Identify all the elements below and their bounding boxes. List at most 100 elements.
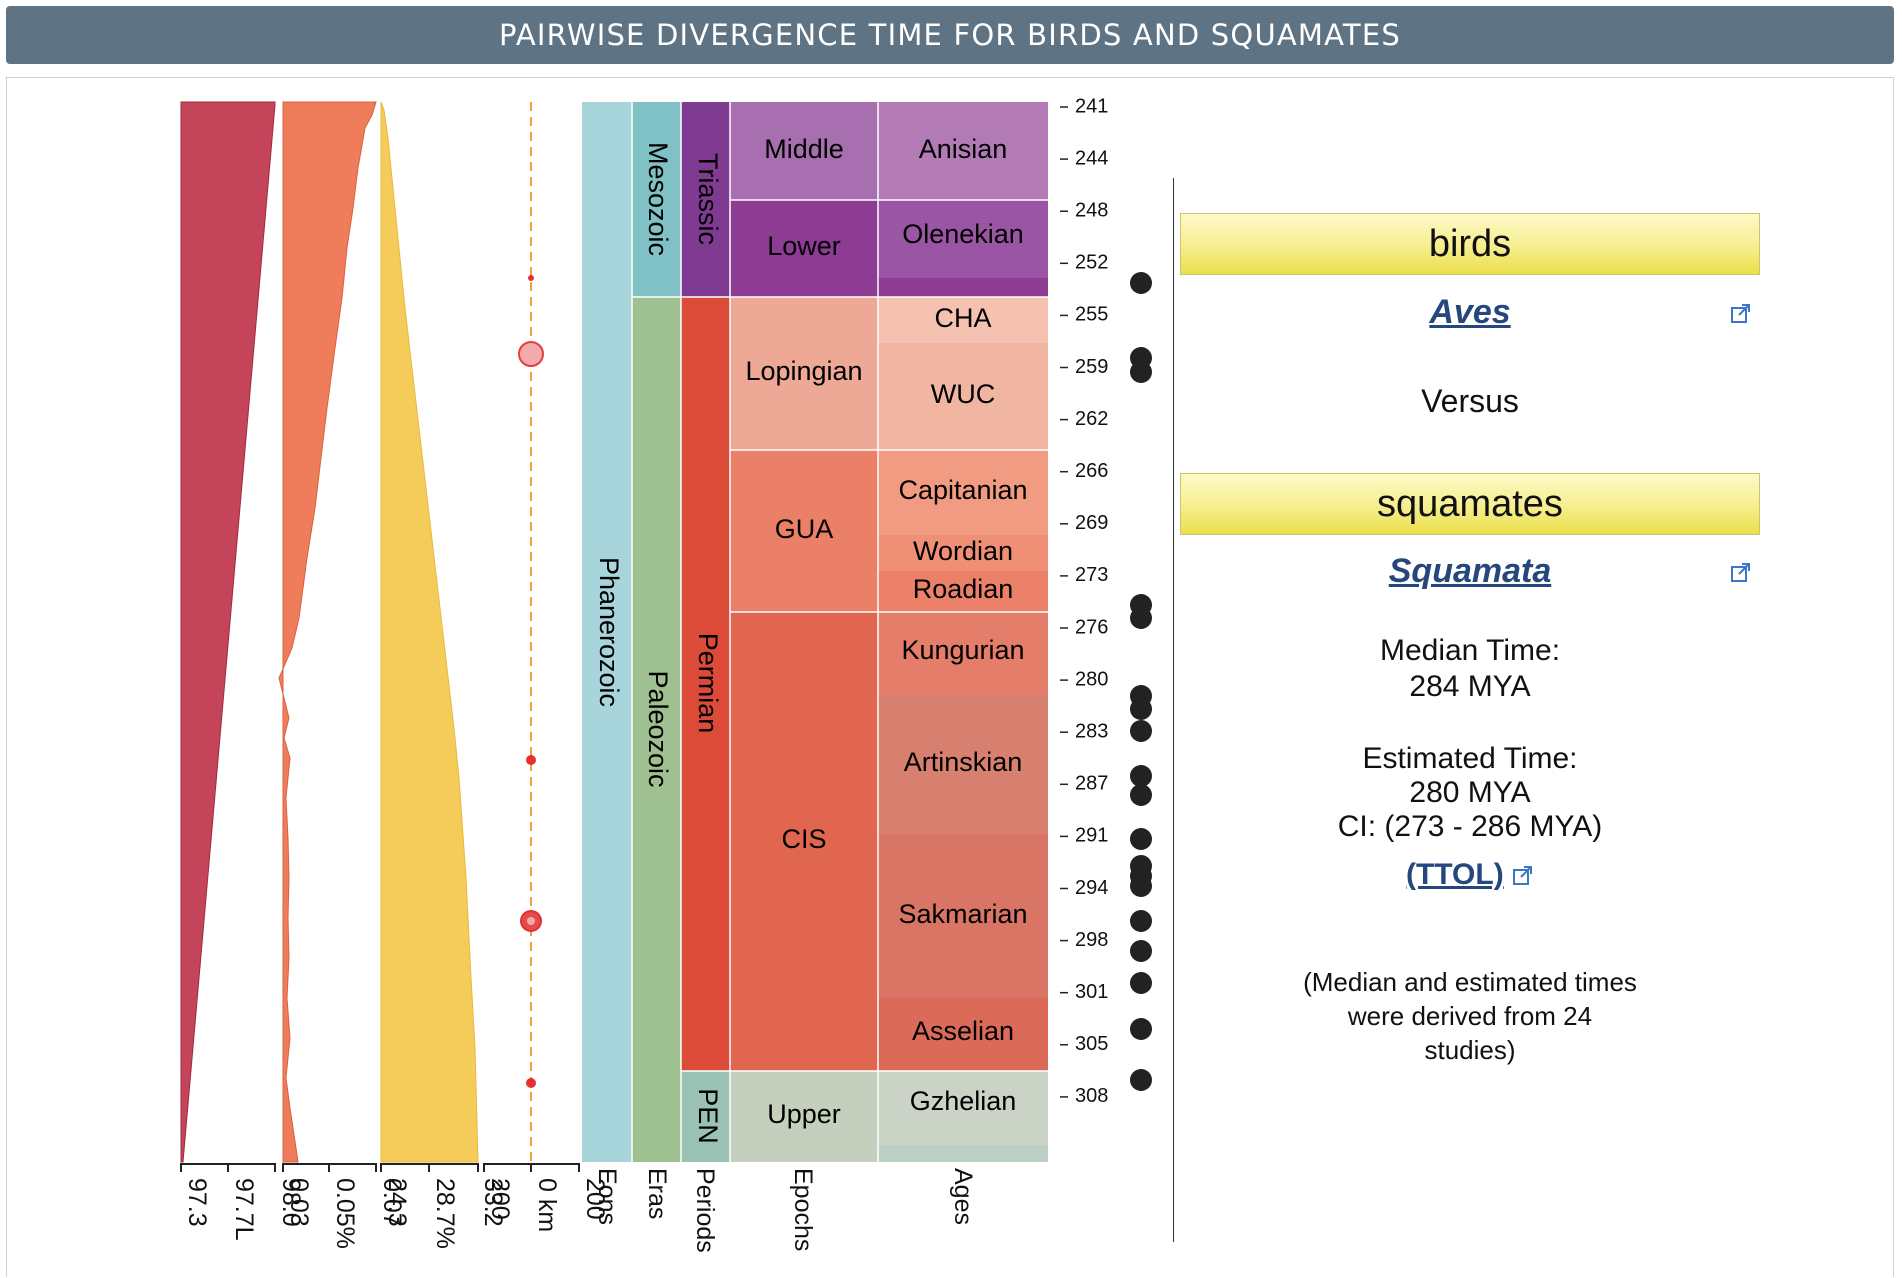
study-dot[interactable]	[1130, 828, 1152, 850]
age-sakmarian[interactable]	[878, 834, 1048, 998]
time-tick-label: 294	[1075, 877, 1108, 899]
epoch-cis[interactable]	[730, 612, 878, 1071]
axis-tick: 200	[486, 1178, 514, 1220]
eon-phanerozoic[interactable]	[582, 102, 632, 1162]
median-time-value: 284 MYA	[1409, 670, 1531, 703]
atmospheric-profile-3	[380, 101, 479, 1163]
page-title: PAIRWISE DIVERGENCE TIME FOR BIRDS AND S…	[6, 6, 1894, 64]
axis-tick: 200	[581, 1178, 609, 1220]
epoch-middle[interactable]	[730, 102, 878, 200]
time-tick-label: 301	[1075, 981, 1108, 1003]
period-label: PEN	[693, 1088, 723, 1144]
median-time-label: Median Time:	[1379, 634, 1561, 667]
study-dot[interactable]	[1130, 972, 1152, 994]
time-tick-label: 255	[1075, 304, 1108, 326]
time-tick-label: 276	[1075, 616, 1108, 638]
study-dot[interactable]	[1130, 607, 1152, 629]
age-gzhelian[interactable]	[878, 1071, 1048, 1145]
time-tick-label: 241	[1075, 95, 1108, 117]
external-link-icon[interactable]	[1512, 864, 1534, 886]
period-label: Triassic	[693, 153, 723, 245]
eon-label: Phanerozoic	[594, 557, 624, 707]
age-roadian[interactable]	[878, 571, 1048, 612]
era-mesozoic[interactable]	[632, 102, 681, 297]
age-kasimovian[interactable]	[878, 1145, 1048, 1162]
time-tick-label: 266	[1075, 460, 1108, 482]
axis-tick: 0.05%	[331, 1178, 359, 1249]
epoch-lower[interactable]	[730, 200, 878, 297]
epoch-lopingian[interactable]	[730, 297, 878, 450]
column-label-eons: Eons	[593, 1168, 621, 1225]
age-capitanian[interactable]	[878, 450, 1048, 535]
study-dot[interactable]	[1130, 784, 1152, 806]
age-asselian[interactable]	[878, 998, 1048, 1071]
study-dot[interactable]	[1130, 361, 1152, 383]
geologic-timeline: Phanerozoic Mesozoic Paleozoic Triassic …	[180, 95, 1152, 1253]
taxon-b-box: squamates	[1180, 473, 1760, 535]
taxon-b-link[interactable]: Squamata	[1388, 552, 1552, 590]
note-line-3: studies)	[1424, 1035, 1516, 1065]
study-dot[interactable]	[1130, 1069, 1152, 1091]
axis-tick: 97.7L	[230, 1178, 258, 1241]
age-wuc[interactable]	[878, 343, 1048, 450]
content-frame: Phanerozoic Mesozoic Paleozoic Triassic …	[6, 77, 1894, 1277]
age-anisian[interactable]	[878, 102, 1048, 200]
column-label-periods: Periods	[691, 1168, 719, 1253]
axis-tick: 97.3	[183, 1178, 211, 1227]
time-tick-label: 308	[1075, 1085, 1108, 1107]
impact-markers	[518, 102, 544, 1162]
atmospheric-profile-1	[180, 101, 276, 1163]
epoch-upper[interactable]	[730, 1071, 878, 1162]
ttol-link[interactable]: (TTOL)	[1405, 858, 1504, 891]
time-axis: 241 244 248 252 255 259 262 266 269 273 276 280 283 2…	[1060, 95, 1108, 1107]
epoch-label: GUA	[775, 514, 834, 544]
age-cha[interactable]	[878, 297, 1048, 343]
time-tick-label: 252	[1075, 252, 1108, 274]
external-link-icon[interactable]	[1730, 302, 1752, 324]
period-triassic[interactable]	[681, 102, 730, 297]
age-label: CHA	[934, 303, 991, 333]
period-permian[interactable]	[681, 297, 730, 1071]
time-tick-label: 269	[1075, 512, 1108, 534]
axis-tick: 24.3	[383, 1178, 411, 1227]
study-dot[interactable]	[1130, 720, 1152, 742]
era-label: Mesozoic	[643, 142, 673, 256]
study-dot[interactable]	[1130, 1018, 1152, 1040]
age-kungurian[interactable]	[878, 612, 1048, 694]
study-dot[interactable]	[1130, 272, 1152, 294]
axis-tick: 28.7%	[431, 1178, 459, 1249]
epoch-label: Upper	[767, 1099, 841, 1129]
age-label: Sakmarian	[898, 899, 1027, 929]
study-dot[interactable]	[1130, 875, 1152, 897]
age-label: Olenekian	[902, 219, 1024, 249]
study-dot[interactable]	[1130, 940, 1152, 962]
note-line-2: were derived from 24	[1347, 1001, 1593, 1031]
column-label-eras: Eras	[643, 1168, 671, 1219]
taxon-a-link[interactable]: Aves	[1429, 293, 1511, 331]
study-dot[interactable]	[1130, 698, 1152, 720]
age-artinskian[interactable]	[878, 694, 1048, 834]
period-pen[interactable]	[681, 1071, 730, 1162]
time-tick-label: 273	[1075, 564, 1108, 586]
age-induan[interactable]	[878, 278, 1048, 297]
time-tick-label: 283	[1075, 720, 1108, 742]
age-label: Asselian	[912, 1016, 1014, 1046]
time-tick-label: 248	[1075, 199, 1108, 221]
column-label-epochs: Epochs	[789, 1168, 817, 1251]
age-label: Roadian	[913, 574, 1014, 604]
age-wordian[interactable]	[878, 535, 1048, 571]
study-markers	[1130, 272, 1152, 1091]
era-paleozoic[interactable]	[632, 297, 681, 1162]
estimated-time-label: Estimated Time:	[1362, 742, 1578, 775]
epoch-label: Lower	[767, 231, 841, 261]
age-olenekian[interactable]	[878, 200, 1048, 278]
study-dot[interactable]	[1130, 910, 1152, 932]
epoch-label: Middle	[764, 134, 844, 164]
epoch-gua[interactable]	[730, 450, 878, 612]
study-dot[interactable]	[1130, 765, 1152, 787]
age-label: Capitanian	[898, 475, 1027, 505]
time-tick-label: 280	[1075, 668, 1108, 690]
versus-label: Versus	[1421, 383, 1519, 419]
axis-tick: 98.0	[277, 1178, 305, 1227]
external-link-icon[interactable]	[1730, 561, 1752, 583]
